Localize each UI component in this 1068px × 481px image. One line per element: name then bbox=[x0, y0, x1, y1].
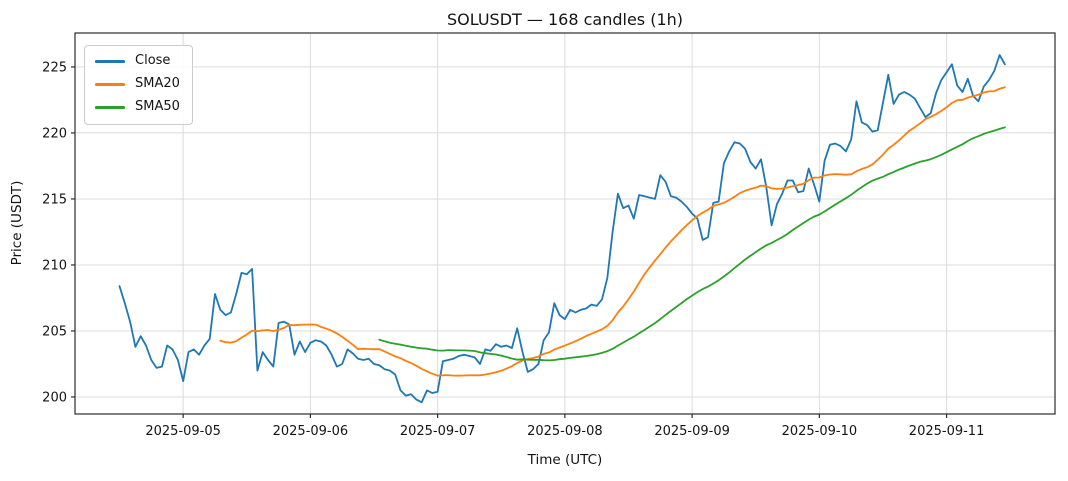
x-axis-title: Time (UTC) bbox=[527, 452, 603, 468]
series-line-sma20 bbox=[219, 86, 1006, 377]
legend-label: Close bbox=[135, 53, 171, 68]
x-tick-label: 2025-09-10 bbox=[782, 424, 858, 439]
legend-label: SMA20 bbox=[135, 75, 180, 91]
series-line-close bbox=[118, 54, 1006, 404]
y-tick-label: 210 bbox=[42, 258, 67, 273]
y-tick-label: 200 bbox=[42, 390, 67, 405]
legend-swatch-close bbox=[95, 60, 125, 63]
series-line-sma50 bbox=[378, 126, 1006, 362]
legend-item-sma20: SMA20 bbox=[95, 75, 180, 92]
y-tick-label: 220 bbox=[42, 126, 67, 141]
x-tick-label: 2025-09-08 bbox=[527, 424, 603, 439]
legend-item-sma50: SMA50 bbox=[95, 98, 180, 115]
y-tick-label: 215 bbox=[42, 192, 67, 207]
chart-title: SOLUSDT — 168 candles (1h) bbox=[446, 10, 684, 29]
x-tick-label: 2025-09-06 bbox=[273, 424, 349, 439]
y-tick-label: 205 bbox=[42, 324, 67, 339]
x-tick-label: 2025-09-07 bbox=[400, 424, 476, 439]
legend-swatch-sma20 bbox=[95, 83, 125, 86]
legend: Close SMA20 SMA50 bbox=[84, 45, 193, 125]
x-tick-label: 2025-09-11 bbox=[909, 424, 985, 439]
legend-item-close: Close bbox=[95, 53, 180, 69]
y-axis-title: Price (USDT) bbox=[9, 180, 25, 266]
y-tick-label: 225 bbox=[42, 60, 67, 75]
x-tick-label: 2025-09-09 bbox=[654, 424, 730, 439]
legend-swatch-sma50 bbox=[95, 106, 125, 109]
x-tick-label: 2025-09-05 bbox=[145, 424, 221, 439]
legend-label: SMA50 bbox=[135, 98, 180, 114]
